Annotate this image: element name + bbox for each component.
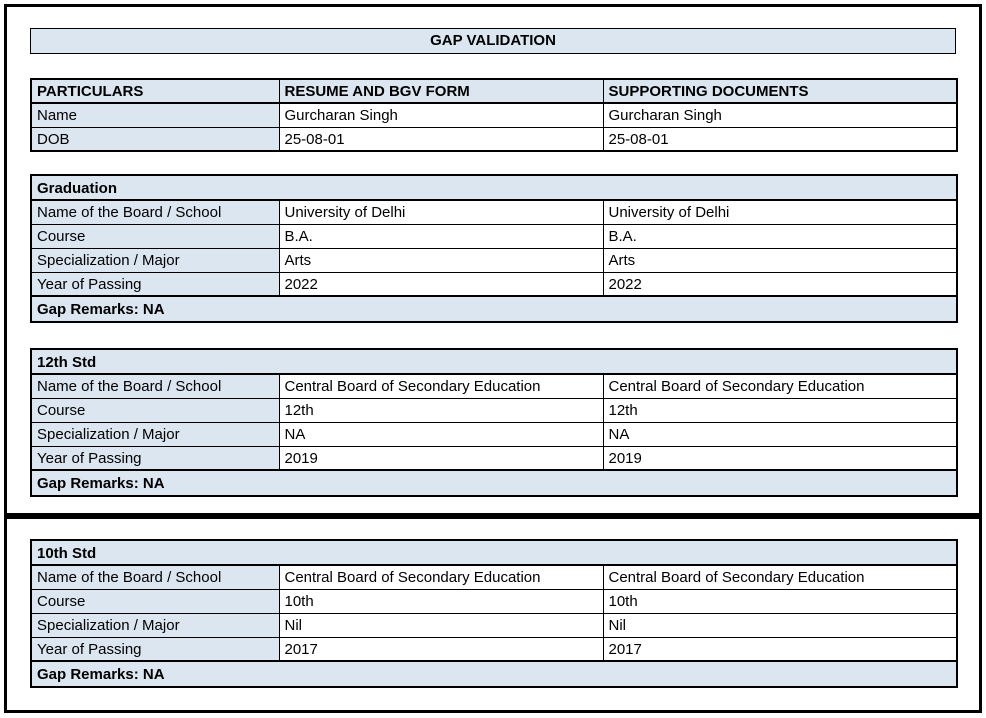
- table-row-board: Name of the Board / School University of…: [30, 199, 958, 225]
- supporting-value: 2019: [602, 445, 958, 471]
- page-title: GAP VALIDATION: [30, 28, 956, 54]
- supporting-value: Central Board of Secondary Education: [602, 373, 958, 399]
- resume-value: Nil: [278, 612, 604, 638]
- section-header-row: Graduation: [30, 174, 958, 201]
- resume-value: Gurcharan Singh: [278, 102, 604, 128]
- row-label: Name of the Board / School: [30, 564, 280, 590]
- supporting-value: 12th: [602, 397, 958, 423]
- section-table-12th-std: 12th Std Name of the Board / School Cent…: [30, 348, 959, 497]
- resume-value: University of Delhi: [278, 199, 604, 225]
- row-label: Course: [30, 397, 280, 423]
- section-table-graduation: Graduation Name of the Board / School Un…: [30, 174, 958, 323]
- supporting-value: 2022: [602, 271, 958, 297]
- header-particulars: PARTICULARS: [30, 78, 280, 104]
- resume-value: Arts: [278, 247, 604, 273]
- section-title: Graduation: [30, 174, 958, 201]
- supporting-value: 2017: [602, 636, 958, 662]
- table-row-board: Name of the Board / School Central Board…: [30, 564, 958, 590]
- table-row-year: Year of Passing 2017 2017: [30, 636, 958, 662]
- table-row-course: Course B.A. B.A.: [30, 223, 958, 249]
- row-label: Specialization / Major: [30, 247, 280, 273]
- header-supporting-documents: SUPPORTING DOCUMENTS: [602, 78, 958, 104]
- resume-value: Central Board of Secondary Education: [278, 564, 604, 590]
- resume-value: 2019: [278, 445, 604, 471]
- resume-value: 25-08-01: [278, 126, 604, 152]
- table-row-specialization: Specialization / Major NA NA: [30, 421, 958, 447]
- row-label: Year of Passing: [30, 636, 280, 662]
- supporting-value: University of Delhi: [602, 199, 958, 225]
- resume-value: 2017: [278, 636, 604, 662]
- section-header-row: 12th Std: [30, 348, 958, 375]
- supporting-value: Gurcharan Singh: [602, 102, 958, 128]
- gap-remarks: Gap Remarks: NA: [30, 469, 958, 497]
- section-table-10th-std: 10th Std Name of the Board / School Cent…: [30, 539, 959, 688]
- document-frame-top: GAP VALIDATION PARTICULARS RESUME AND BG…: [4, 4, 982, 516]
- table-row-course: Course 12th 12th: [30, 397, 958, 423]
- row-label: Course: [30, 588, 280, 614]
- gap-remarks-row: Gap Remarks: NA: [30, 660, 958, 688]
- resume-value: 2022: [278, 271, 604, 297]
- row-label: Name of the Board / School: [30, 373, 280, 399]
- supporting-value: Nil: [602, 612, 958, 638]
- table-row-specialization: Specialization / Major Nil Nil: [30, 612, 958, 638]
- table-row-specialization: Specialization / Major Arts Arts: [30, 247, 958, 273]
- gap-remarks: Gap Remarks: NA: [30, 295, 958, 323]
- resume-value: NA: [278, 421, 604, 447]
- supporting-value: 10th: [602, 588, 958, 614]
- table-row-dob: DOB 25-08-01 25-08-01: [30, 126, 958, 152]
- row-label: Name: [30, 102, 280, 128]
- row-label: Year of Passing: [30, 445, 280, 471]
- table-row-board: Name of the Board / School Central Board…: [30, 373, 958, 399]
- gap-remarks: Gap Remarks: NA: [30, 660, 958, 688]
- row-label: Specialization / Major: [30, 421, 280, 447]
- document-frame-bottom: 10th Std Name of the Board / School Cent…: [4, 516, 982, 713]
- table-row-course: Course 10th 10th: [30, 588, 958, 614]
- section-title: 10th Std: [30, 539, 958, 566]
- row-label: DOB: [30, 126, 280, 152]
- row-label: Name of the Board / School: [30, 199, 280, 225]
- table-header-row: PARTICULARS RESUME AND BGV FORM SUPPORTI…: [30, 78, 958, 104]
- supporting-value: Central Board of Secondary Education: [602, 564, 958, 590]
- resume-value: Central Board of Secondary Education: [278, 373, 604, 399]
- supporting-value: Arts: [602, 247, 958, 273]
- supporting-value: NA: [602, 421, 958, 447]
- section-header-row: 10th Std: [30, 539, 958, 566]
- gap-remarks-row: Gap Remarks: NA: [30, 469, 958, 497]
- resume-value: 12th: [278, 397, 604, 423]
- section-title: 12th Std: [30, 348, 958, 375]
- table-row-year: Year of Passing 2019 2019: [30, 445, 958, 471]
- resume-value: 10th: [278, 588, 604, 614]
- table-row-year: Year of Passing 2022 2022: [30, 271, 958, 297]
- row-label: Year of Passing: [30, 271, 280, 297]
- supporting-value: B.A.: [602, 223, 958, 249]
- row-label: Specialization / Major: [30, 612, 280, 638]
- table-row-name: Name Gurcharan Singh Gurcharan Singh: [30, 102, 958, 128]
- header-resume-bgv-form: RESUME AND BGV FORM: [278, 78, 604, 104]
- gap-remarks-row: Gap Remarks: NA: [30, 295, 958, 323]
- row-label: Course: [30, 223, 280, 249]
- particulars-table: PARTICULARS RESUME AND BGV FORM SUPPORTI…: [30, 78, 958, 152]
- supporting-value: 25-08-01: [602, 126, 958, 152]
- resume-value: B.A.: [278, 223, 604, 249]
